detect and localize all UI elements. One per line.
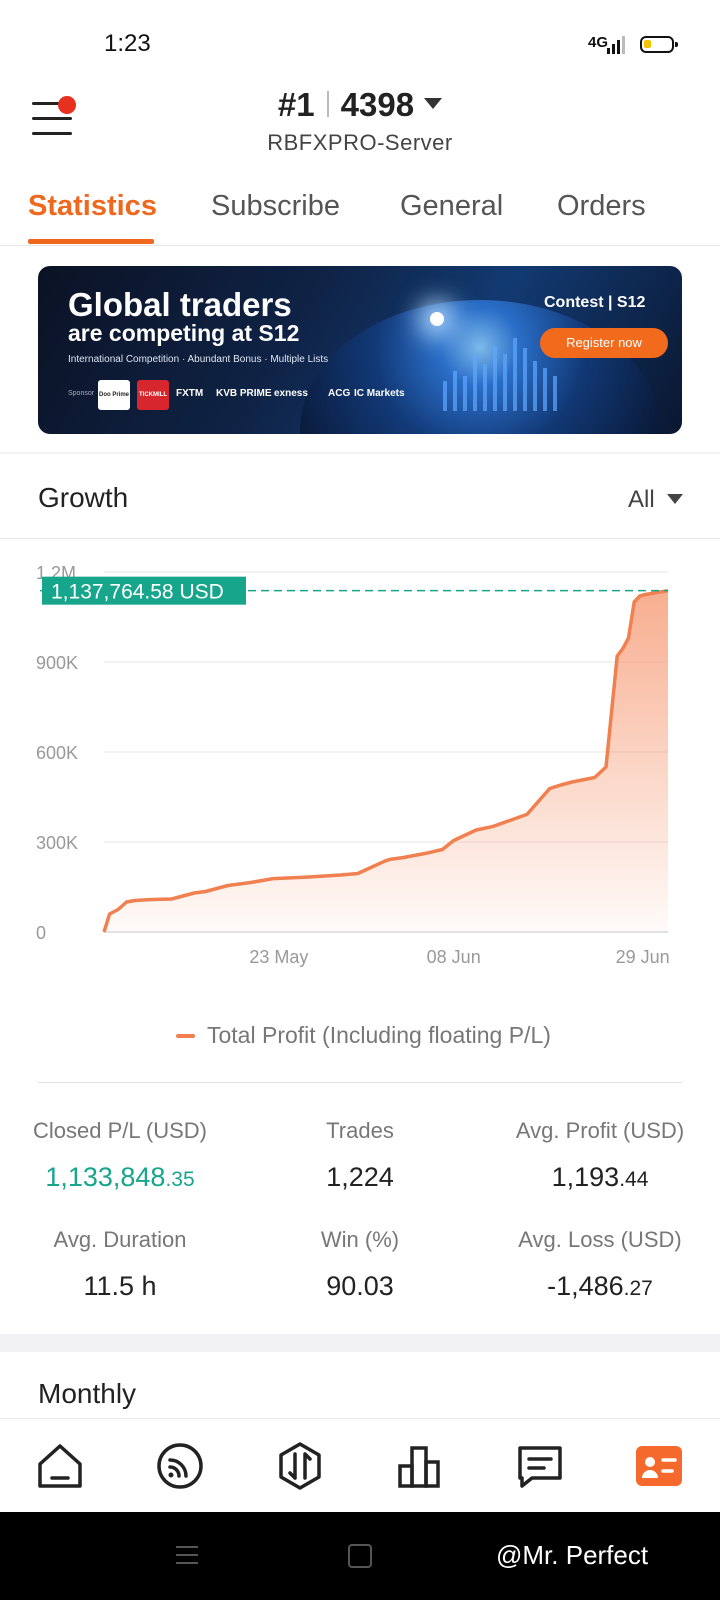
- win-value: 90.03: [326, 1271, 394, 1301]
- tab-orders[interactable]: Orders: [557, 190, 646, 222]
- current-value-label: 1,137,764.58 USD: [51, 581, 224, 604]
- tab-subscribe[interactable]: Subscribe: [211, 190, 340, 222]
- sponsor-logo-icmarkets: IC Markets: [354, 388, 405, 399]
- network-label: 4G: [588, 34, 609, 51]
- range-selector[interactable]: All: [628, 486, 655, 513]
- battery-icon: [640, 36, 678, 53]
- light-flare: [430, 312, 444, 326]
- sponsor-logo-acg: ACG: [328, 388, 351, 399]
- chart-area: [104, 590, 668, 932]
- avg-loss-label: Avg. Loss (USD): [518, 1227, 682, 1252]
- tab-statistics[interactable]: Statistics: [28, 190, 157, 222]
- home-square-icon[interactable]: [348, 1544, 372, 1568]
- avg-profit-value: 1,193.44: [551, 1162, 649, 1192]
- monthly-section: [0, 1352, 720, 1418]
- section-gap: [0, 1334, 720, 1352]
- sponsor-logo-kvb: KVB PRIME: [216, 388, 272, 399]
- divider: [38, 1082, 682, 1083]
- message-icon[interactable]: [514, 1440, 566, 1492]
- y-tick-label: 300K: [36, 833, 78, 853]
- home-icon[interactable]: [34, 1440, 86, 1492]
- chevron-down-icon[interactable]: [667, 494, 683, 504]
- legend-label: Total Profit (Including floating P/L): [207, 1022, 551, 1048]
- contest-label: Contest | S12: [544, 294, 646, 311]
- status-bar: [0, 0, 720, 80]
- menu-icon[interactable]: [32, 100, 76, 140]
- y-tick-label: 0: [36, 923, 46, 943]
- candles-graphic: [443, 338, 557, 411]
- avg-duration-value: 11.5 h: [83, 1271, 157, 1301]
- register-now-button[interactable]: Register now: [540, 328, 668, 358]
- notification-dot: [58, 96, 76, 114]
- trades-label: Trades: [326, 1118, 394, 1143]
- x-tick-label: 23 May: [249, 947, 308, 967]
- y-tick-label: 900K: [36, 653, 78, 673]
- tab-general[interactable]: General: [400, 190, 504, 222]
- account-rank: #1: [277, 86, 315, 123]
- current-value-badge: [42, 576, 246, 605]
- avg-duration-label: Avg. Duration: [53, 1227, 187, 1252]
- bottom-nav: [0, 1418, 720, 1513]
- sponsor-logo-exness: exness: [274, 388, 308, 399]
- app-header: [0, 80, 720, 246]
- status-time: 1:23: [104, 30, 151, 57]
- trade-icon[interactable]: [274, 1440, 326, 1492]
- avg-profit-label: Avg. Profit (USD): [515, 1118, 685, 1143]
- closed-pl-value: 1,133,848.35: [45, 1162, 195, 1192]
- chart-icon[interactable]: [394, 1440, 446, 1492]
- growth-title: Growth: [38, 482, 129, 513]
- account-number: 4398: [340, 86, 415, 123]
- watermark-text: @Mr. Perfect: [496, 1540, 649, 1570]
- profile-card-icon[interactable]: [634, 1440, 686, 1492]
- x-tick-label: 29 Jun: [616, 947, 670, 967]
- y-tick-label: 600K: [36, 743, 78, 763]
- feed-icon[interactable]: [154, 1440, 206, 1492]
- active-tab-indicator: [28, 239, 154, 244]
- banner-title-2: are competing at S12: [68, 320, 300, 346]
- menu-icon[interactable]: [174, 1542, 200, 1568]
- sponsor-logo-fxtm: FXTM: [176, 388, 204, 399]
- system-nav-bar: [0, 1512, 720, 1600]
- chevron-down-icon[interactable]: [424, 97, 443, 109]
- account-selector[interactable]: #1 4398: [0, 86, 720, 124]
- sponsor-label: Sponsor: [68, 390, 95, 397]
- legend-swatch: [176, 1034, 195, 1038]
- x-tick-label: 08 Jun: [427, 947, 481, 967]
- trades-value: 1,224: [326, 1162, 394, 1192]
- monthly-title: Monthly: [38, 1378, 137, 1409]
- avg-loss-value: -1,486.27: [547, 1271, 653, 1301]
- sponsor-logo-tickmill: TICKMILL: [137, 380, 169, 410]
- server-name: RBFXPRO-Server: [267, 130, 453, 155]
- banner-title: Global traders: [68, 286, 292, 323]
- banner-subtitle: International Competition · Abundant Bon…: [68, 354, 329, 365]
- divider: [0, 538, 720, 539]
- sponsor-logo-doo-prime: Doo Prime: [98, 380, 130, 410]
- divider: [0, 245, 720, 246]
- signal-icon: [607, 36, 625, 54]
- win-label: Win (%): [320, 1227, 400, 1252]
- closed-pl-label: Closed P/L (USD): [32, 1118, 207, 1143]
- chart-line-total-profit: [102, 588, 669, 933]
